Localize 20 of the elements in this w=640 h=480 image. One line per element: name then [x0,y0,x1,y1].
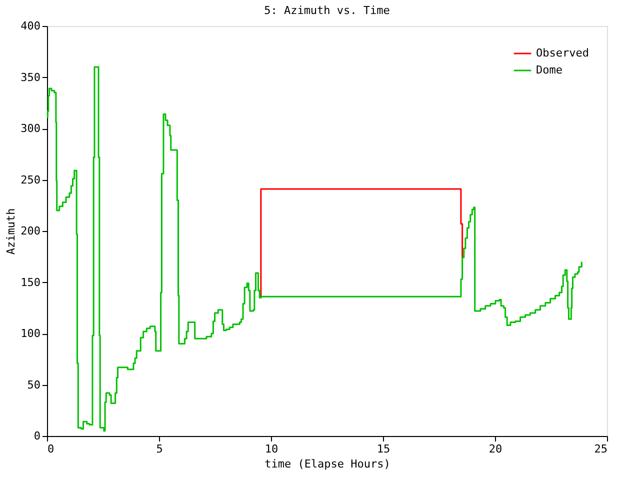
x-tick-label: 20 [488,442,502,456]
y-tick-label: 0 [34,430,40,442]
chart-title: 5: Azimuth vs. Time [264,4,390,17]
x-tick-label: 5 [156,442,163,456]
y-tick-label: 300 [20,122,40,135]
y-tick-label: 250 [20,173,40,186]
legend-label: Dome [536,64,562,76]
legend-label: Observed [536,46,589,60]
y-axis-title: Azimuth [4,208,18,255]
y-tick-label: 100 [20,327,40,340]
x-tick-label: 25 [594,442,608,456]
y-tick-label: 350 [20,70,40,84]
x-tick-label: 15 [376,442,390,456]
y-tick-label: 150 [20,276,40,289]
y-tick-label: 50 [27,378,40,392]
x-tick-label: 10 [264,442,278,456]
x-axis-title: time (Elapse Hours) [264,458,390,470]
y-tick-label: 200 [20,224,40,238]
x-tick-label: 0 [48,442,54,456]
y-tick-label: 400 [20,20,40,32]
